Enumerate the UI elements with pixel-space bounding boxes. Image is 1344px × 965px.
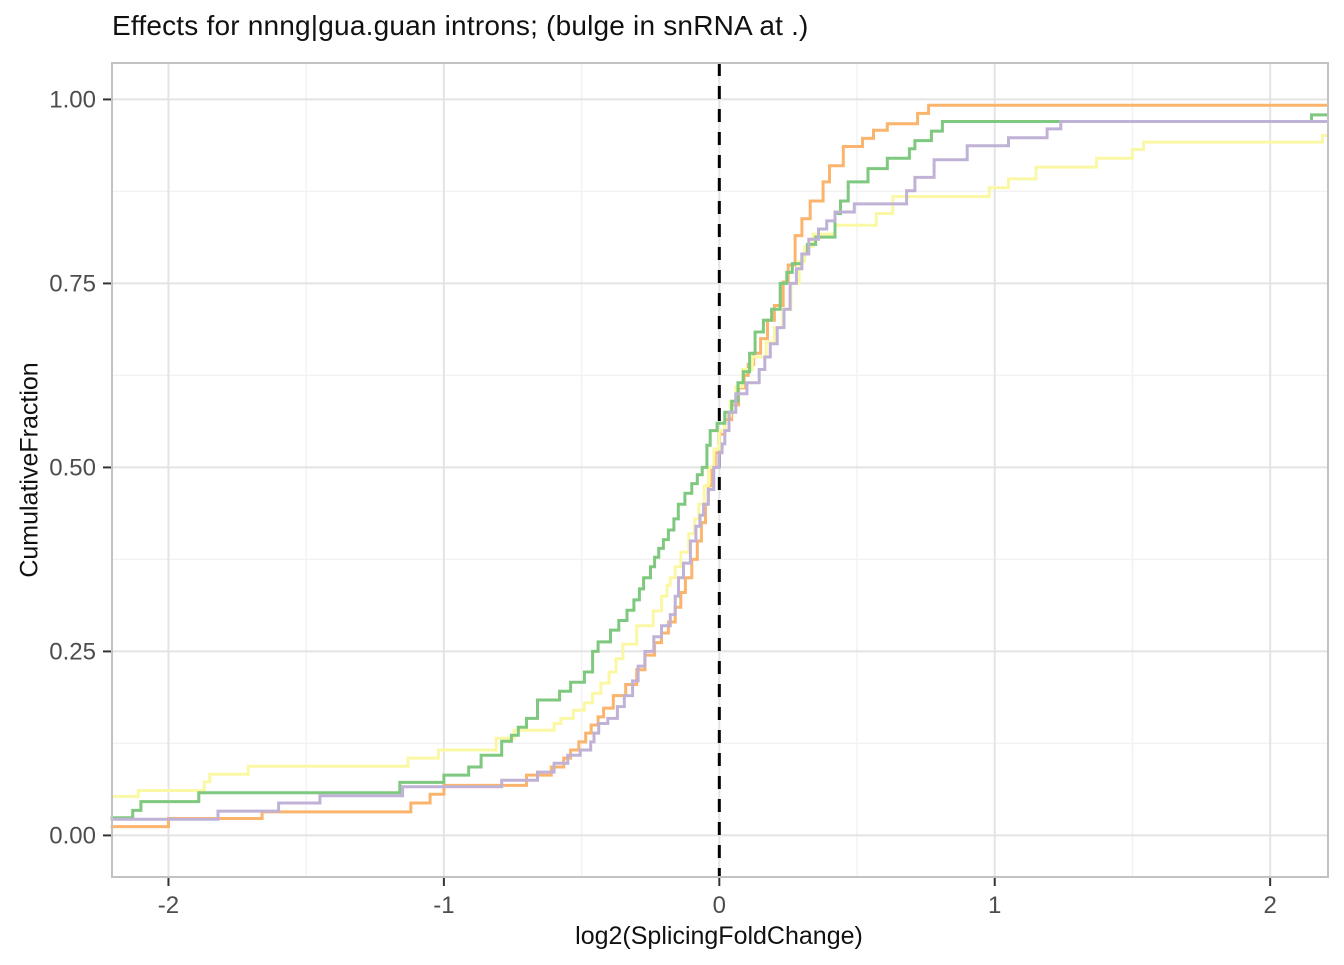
chart-title: Effects for nnng|gua.guan introns; (bulg… [112, 10, 809, 41]
ecdf-curve-green [110, 113, 1328, 820]
x-tick-label: 0 [713, 892, 726, 919]
ecdf-curve-yellow [110, 134, 1328, 798]
ecdf-curve-orange [110, 103, 1328, 829]
y-tick-label: 0.50 [49, 454, 96, 481]
x-tick-label: 2 [1263, 892, 1276, 919]
y-tick-label: 0.25 [49, 638, 96, 665]
x-tick-label: -1 [433, 892, 454, 919]
panel-border [111, 62, 1329, 878]
x-axis-title: log2(SplicingFoldChange) [575, 922, 863, 950]
y-axis-title: CumulativeFraction [15, 362, 44, 578]
y-tick-label: 0.00 [49, 822, 96, 849]
y-tick-label: 0.75 [49, 270, 96, 297]
x-tick-label: -2 [158, 892, 179, 919]
ecdf-curve-purple [110, 120, 1328, 821]
x-tick-label: 1 [988, 892, 1001, 919]
y-tick-label: 1.00 [49, 86, 96, 113]
